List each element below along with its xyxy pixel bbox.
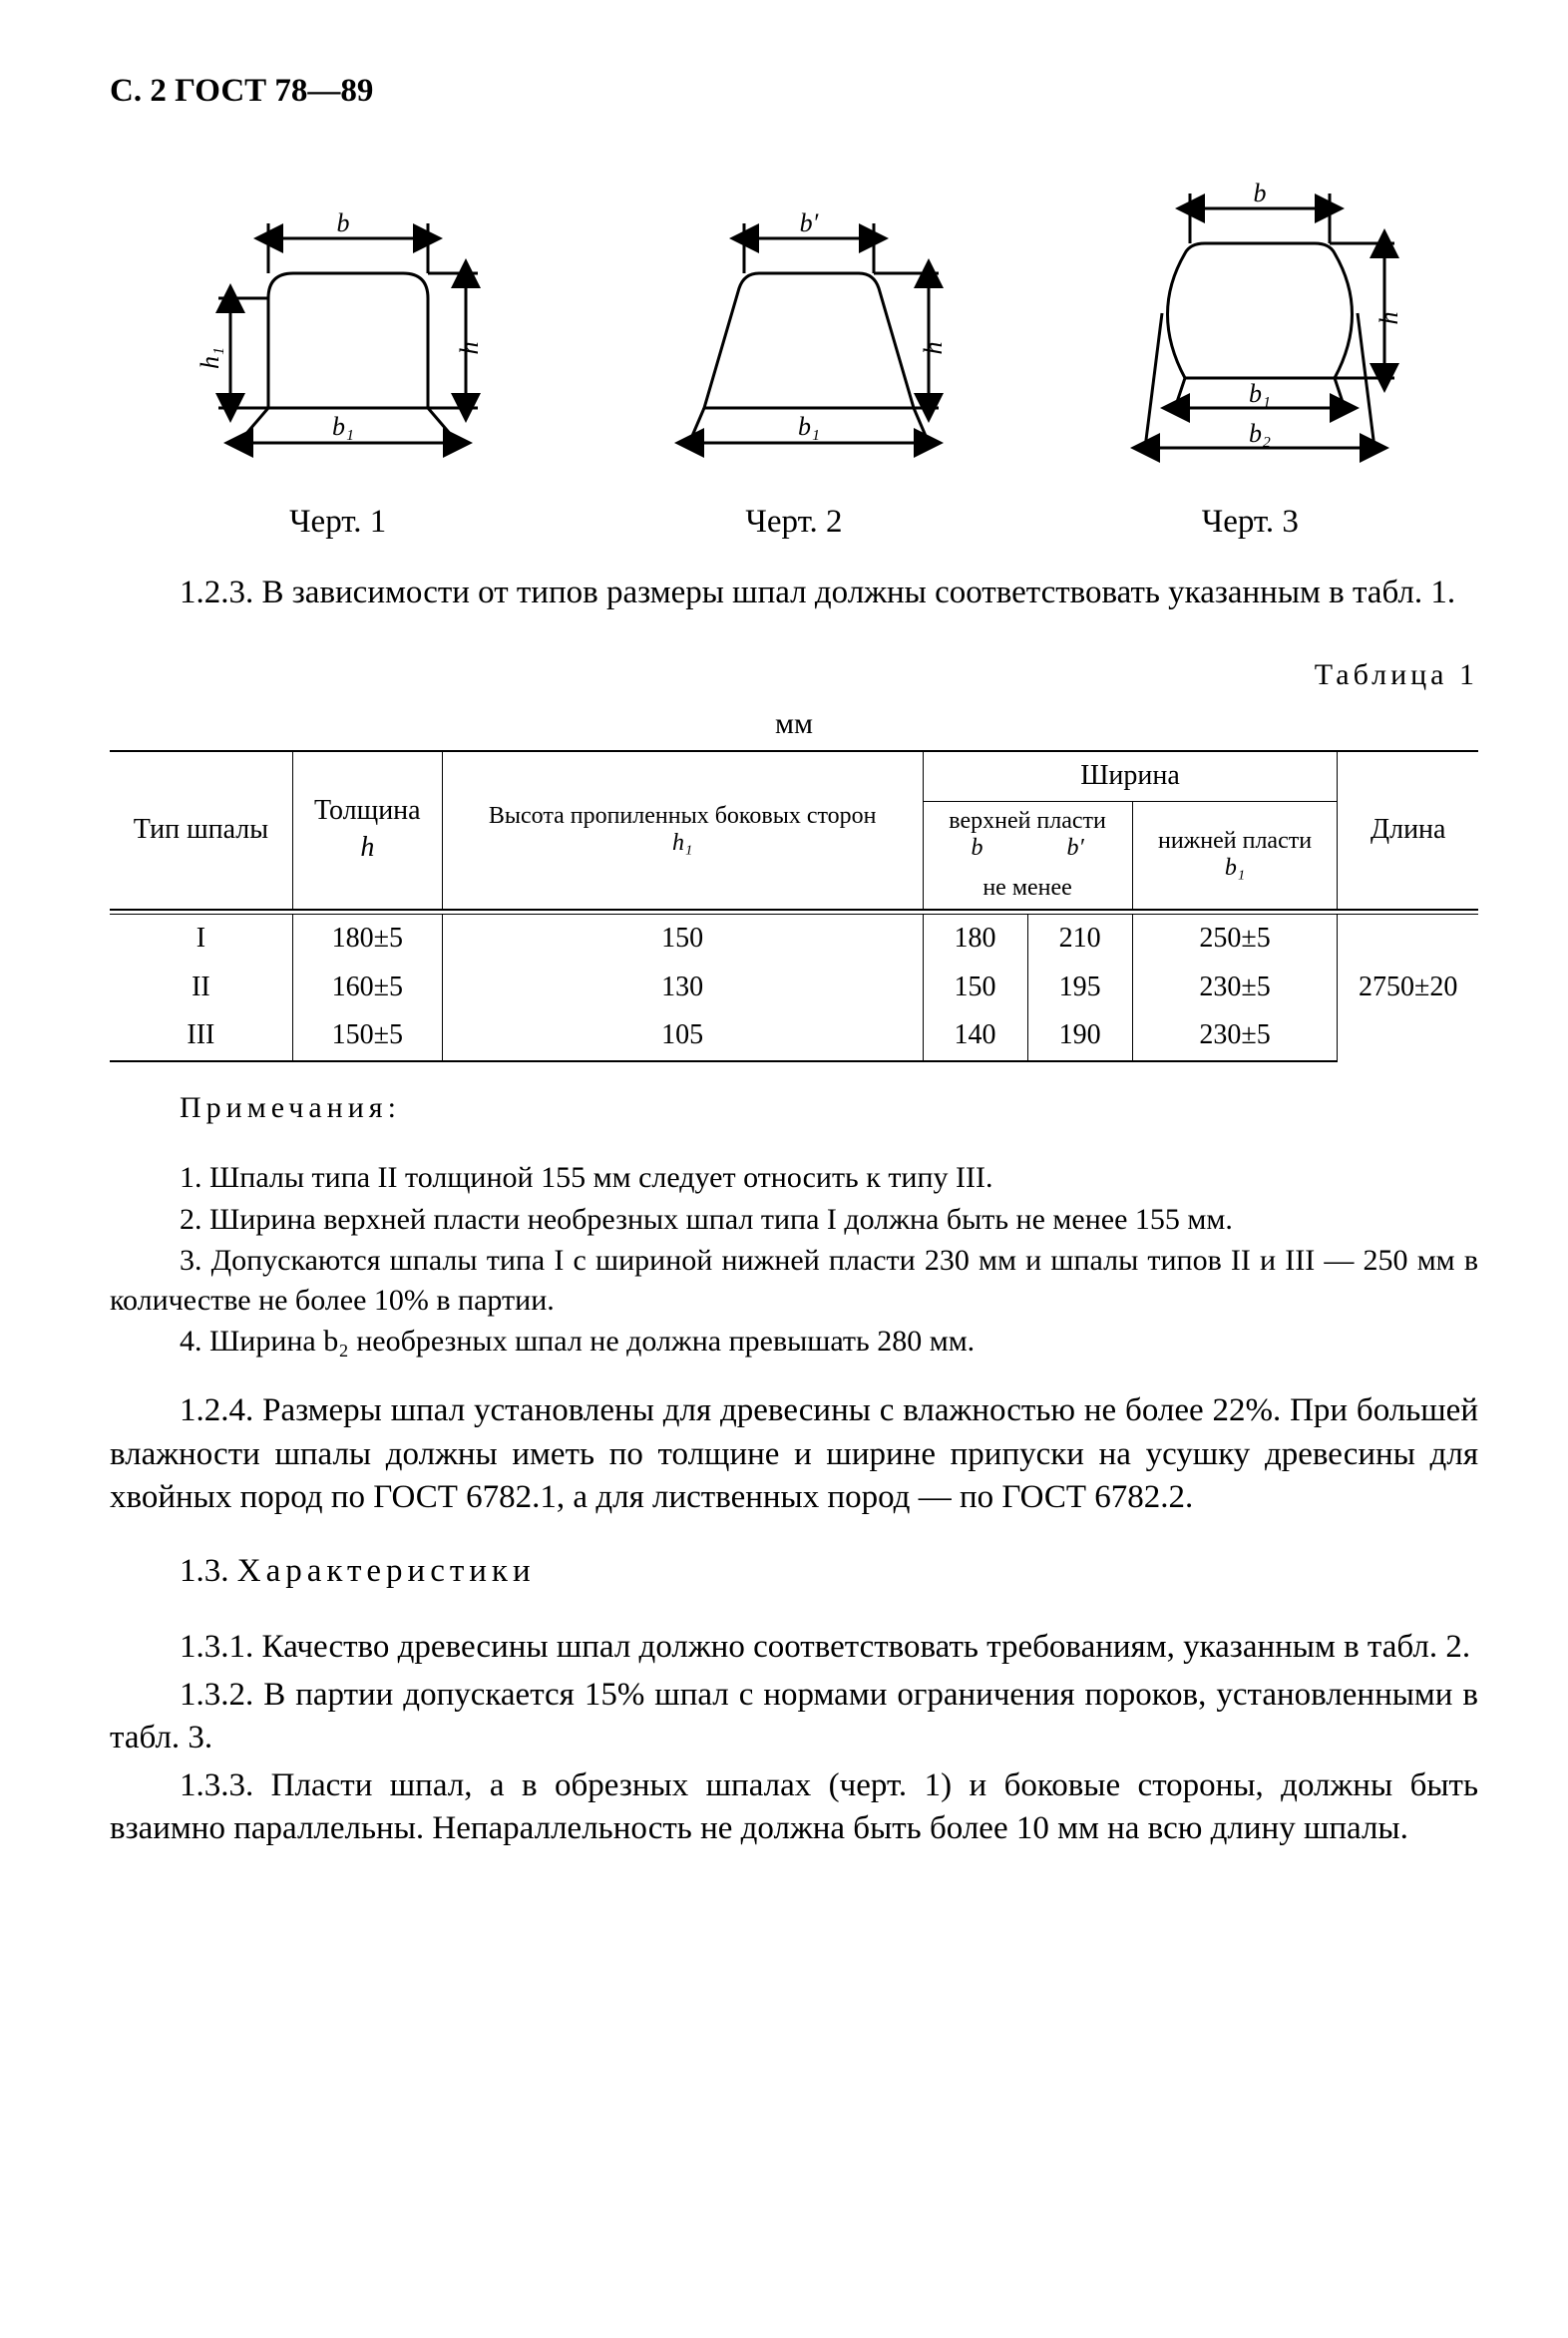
note-3: 3. Допускаются шпалы типа I с шириной ни… (110, 1241, 1478, 1320)
figure-3-svg: b b₁ b₂ h (1090, 154, 1409, 483)
para-1-3-3: 1.3.3. Пласти шпал, а в обрезных шпалах … (110, 1764, 1478, 1851)
page-header: С. 2 ГОСТ 78—89 (110, 70, 1478, 114)
para-1-3-1: 1.3.1. Качество древесины шпал должно со… (110, 1626, 1478, 1670)
table-row: I 180±5 150 180 210 250±5 2750±20 (110, 915, 1478, 964)
th-width: Ширина (923, 751, 1338, 801)
figure-2-svg: b′ b₁ h (634, 184, 954, 483)
th-not-less: не менее (923, 869, 1132, 910)
th-lower: нижней пластиb₁ (1132, 801, 1338, 909)
para-1-3-2: 1.3.2. В партии допускается 15% шпал с н… (110, 1674, 1478, 1760)
figure-1: b b₁ h h₁ Черт. 1 (179, 184, 498, 545)
fig1-label-b: b (336, 208, 349, 237)
th-upper: верхней пласти b b′ (923, 801, 1132, 869)
fig2-label-bp: b′ (800, 208, 819, 237)
figure-1-svg: b b₁ h h₁ (179, 184, 498, 483)
table-1-label: Таблица 1 (110, 655, 1478, 695)
figure-3-caption: Черт. 3 (1090, 501, 1409, 545)
notes-title: Примечания: (110, 1088, 1478, 1128)
th-length: Длина (1338, 751, 1478, 910)
table-row: II 160±5 130 150 195 230±5 (110, 964, 1478, 1012)
para-1-2-3: 1.2.3. В зависимости от типов размеры шп… (110, 572, 1478, 615)
fig1-label-b1: b₁ (332, 412, 354, 441)
fig2-label-h: h (919, 341, 948, 354)
fig3-label-b: b (1254, 179, 1267, 207)
th-thickness: Толщинаh (292, 751, 442, 910)
section-1-3: 1.3. Характеристики (110, 1550, 1478, 1594)
figure-2-caption: Черт. 2 (634, 501, 954, 545)
figure-2: b′ b₁ h Черт. 2 (634, 184, 954, 545)
th-height-side: Высота пропиленных боковых сторонh₁ (442, 751, 923, 910)
table-row: III 150±5 105 140 190 230±5 (110, 1011, 1478, 1061)
table-1: Тип шпалы Толщинаh Высота пропиленных бо… (110, 750, 1478, 1063)
figure-1-caption: Черт. 1 (179, 501, 498, 545)
th-type: Тип шпалы (110, 751, 292, 910)
figure-3: b b₁ b₂ h Черт. 3 (1090, 154, 1409, 545)
note-1: 1. Шпалы типа II толщиной 155 мм следует… (110, 1158, 1478, 1198)
para-1-2-4: 1.2.4. Размеры шпал установлены для древ… (110, 1389, 1478, 1520)
note-2: 2. Ширина верхней пласти необрезных шпал… (110, 1200, 1478, 1240)
page: С. 2 ГОСТ 78—89 (0, 0, 1568, 2338)
fig2-label-b1: b₁ (798, 412, 820, 441)
fig1-label-h: h (455, 341, 484, 354)
note-4: 4. Ширина b₂ необрезных шпал не должна п… (110, 1322, 1478, 1362)
fig3-label-h: h (1374, 311, 1403, 324)
table-1-unit: мм (110, 704, 1478, 744)
fig1-label-h1: h₁ (196, 347, 224, 369)
figures-row: b b₁ h h₁ Черт. 1 (110, 154, 1478, 545)
fig3-label-b2: b₂ (1249, 419, 1271, 448)
fig3-label-b1: b₁ (1249, 379, 1271, 408)
